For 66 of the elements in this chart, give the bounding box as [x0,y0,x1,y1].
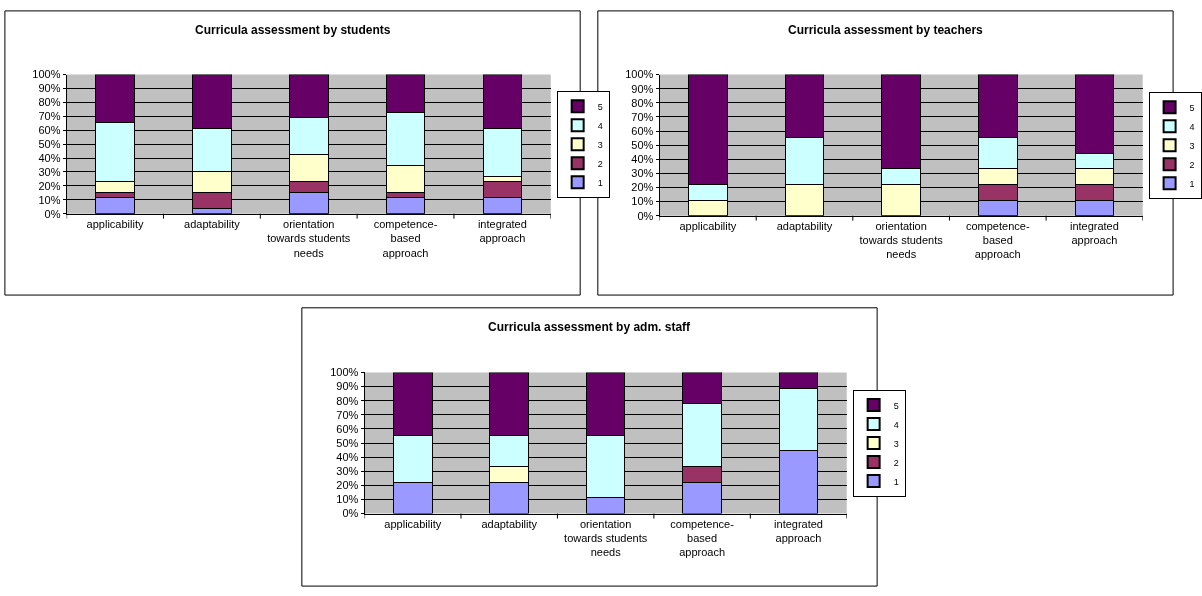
x-tick-label: competence-based approach [965,219,1030,261]
y-tick-label: 30% [38,165,61,178]
y-tick-label: 40% [631,153,654,166]
legend-label: 2 [1189,159,1195,170]
y-tick-label: 10% [38,193,61,206]
y-tick-label: 20% [336,479,359,492]
legend-label: 3 [1189,140,1195,151]
y-tick-label: 70% [38,110,61,123]
y-tick-label: 60% [336,422,359,435]
y-tick-label: 100% [330,366,359,379]
legend-label: 2 [893,457,899,468]
y-tick-label: 30% [336,465,359,478]
chart-title: Curricula assessment by students [195,23,391,37]
x-tick-label: applicability [384,517,442,530]
legend-label: 5 [893,400,899,411]
y-tick-label: 90% [631,82,654,95]
y-tick-label: 20% [38,179,61,192]
chart-title: Curricula assessment by teachers [788,23,984,37]
y-tick-label: 50% [336,436,359,449]
y-tick-label: 50% [631,138,654,151]
x-tick-label: adaptability [481,517,538,530]
x-tick-label: integrated approach [477,217,527,245]
y-tick-label: 80% [631,96,654,109]
y-tick-label: 100% [625,68,654,81]
y-tick-label: 30% [631,167,654,180]
legend-label: 2 [597,158,603,169]
y-tick-label: 80% [38,96,61,109]
x-tick-label: competence-based approach [373,217,438,259]
y-tick-label: 10% [336,493,359,506]
legend-label: 4 [597,120,603,131]
x-tick-label: applicability [86,217,144,230]
legend-label: 3 [893,438,899,449]
legend-label: 1 [1189,178,1195,189]
legend-label: 1 [893,476,899,487]
x-tick-label: applicability [679,219,737,232]
x-tick-label: competence-based approach [670,517,735,559]
y-tick-label: 90% [38,82,61,95]
legend-label: 4 [1189,121,1195,132]
y-tick-label: 60% [38,124,61,137]
y-tick-label: 40% [38,151,61,164]
legend-label: 5 [597,101,603,112]
x-tick-label: integrated approach [1069,219,1119,247]
y-tick-label: 70% [631,110,654,123]
chart-title: Curricula assessment by adm. staff [488,320,692,334]
x-tick-label: orientation towards students needs [564,517,648,559]
x-tick-label: orientation towards students needs [267,217,351,259]
y-tick-label: 70% [336,408,359,421]
legend-label: 5 [1189,102,1195,113]
y-tick-label: 0% [637,209,654,222]
y-tick-label: 50% [38,138,61,151]
legend-label: 4 [893,419,899,430]
x-tick-label: adaptability [184,217,241,230]
y-tick-label: 20% [631,181,654,194]
y-tick-label: 40% [336,450,359,463]
legend-label: 3 [597,139,603,150]
legend-label: 1 [597,177,603,188]
y-tick-label: 0% [44,207,61,220]
y-tick-label: 100% [32,68,61,81]
y-tick-label: 90% [336,380,359,393]
y-tick-label: 10% [631,195,654,208]
x-tick-label: adaptability [776,219,833,232]
y-tick-label: 60% [631,124,654,137]
y-tick-label: 0% [342,507,359,520]
x-tick-label: integrated approach [774,517,823,545]
x-tick-label: orientation towards students needs [859,219,944,261]
y-tick-label: 80% [336,394,359,407]
